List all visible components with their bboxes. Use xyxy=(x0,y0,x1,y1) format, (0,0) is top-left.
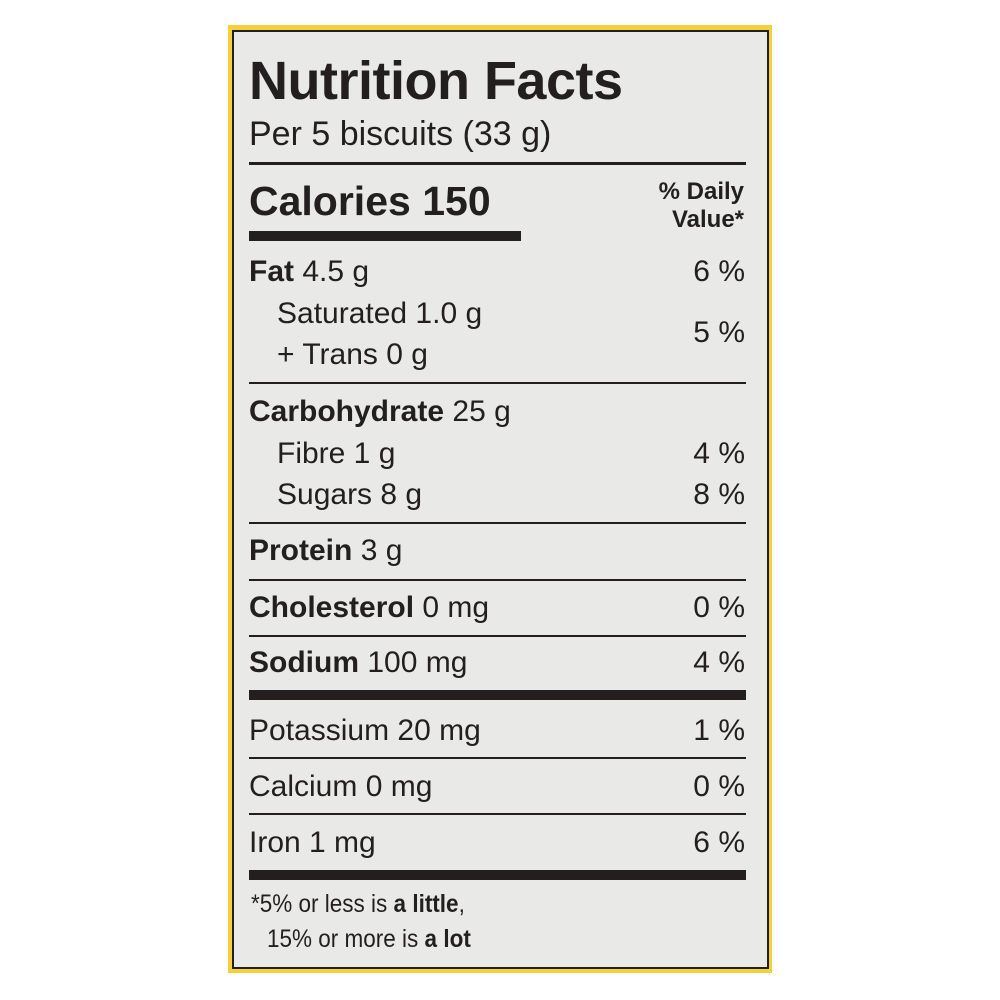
row-fat: Fat 4.5 g 6 % xyxy=(249,257,745,287)
row-fibre: Fibre 1 g 4 % xyxy=(277,439,745,469)
fat-dv: 6 % xyxy=(693,255,745,288)
saturated-label: Saturated 1.0 g xyxy=(277,297,483,330)
footnote-bold: a lot xyxy=(424,925,471,953)
row-protein: Protein 3 g xyxy=(249,536,745,566)
calories-value: 150 xyxy=(422,178,491,224)
divider xyxy=(249,579,746,581)
footnote-text: 15% or more is xyxy=(267,925,425,953)
potassium-dv: 1 % xyxy=(693,714,745,747)
calcium-dv: 0 % xyxy=(693,770,745,803)
fibre-label: Fibre 1 g xyxy=(277,437,396,470)
divider xyxy=(249,813,746,815)
row-carbohydrate: Carbohydrate 25 g xyxy=(249,397,745,427)
divider xyxy=(249,522,746,524)
row-sodium: Sodium 100 mg 4 % xyxy=(249,648,745,678)
footnote-bold: a little xyxy=(393,890,459,918)
row-potassium: Potassium 20 mg 1 % xyxy=(249,716,745,746)
nutrition-facts-panel xyxy=(232,30,769,969)
potassium-label: Potassium 20 mg xyxy=(249,714,481,747)
cholesterol-amount: 0 mg xyxy=(422,591,490,624)
row-sugars: Sugars 8 g 8 % xyxy=(277,480,745,510)
row-trans: + Trans 0 g xyxy=(277,340,745,370)
sodium-label: Sodium xyxy=(249,646,359,679)
label-title: Nutrition Facts xyxy=(249,51,623,111)
fat-amount: 4.5 g xyxy=(302,255,370,288)
thick-divider xyxy=(249,690,746,700)
carbohydrate-amount: 25 g xyxy=(452,395,511,428)
serving-size: Per 5 biscuits (33 g) xyxy=(249,115,552,153)
row-cholesterol: Cholesterol 0 mg 0 % xyxy=(249,593,745,623)
thick-divider xyxy=(249,870,746,880)
divider xyxy=(249,757,746,759)
sugars-label: Sugars 8 g xyxy=(277,478,423,511)
iron-dv: 6 % xyxy=(693,826,745,859)
calories-label: Calories xyxy=(249,178,411,224)
footnote-line1: *5% or less is a little, xyxy=(251,892,465,917)
trans-label: + Trans 0 g xyxy=(277,338,428,371)
cholesterol-dv: 0 % xyxy=(693,591,745,624)
divider xyxy=(249,635,746,637)
protein-amount: 3 g xyxy=(360,534,403,567)
footnote-text: *5% or less is xyxy=(251,890,394,918)
sat-trans-dv: 5 % xyxy=(693,316,745,349)
daily-value-header: % Daily Value* xyxy=(659,178,744,233)
fat-label: Fat xyxy=(249,255,294,288)
dv-header-line2: Value* xyxy=(671,205,744,233)
divider xyxy=(249,382,746,384)
footnote-line2: 15% or more is a lot xyxy=(267,927,471,952)
divider xyxy=(249,162,746,165)
calories-bar xyxy=(249,231,521,241)
row-iron: Iron 1 mg 6 % xyxy=(249,828,745,858)
fibre-dv: 4 % xyxy=(693,437,745,470)
sodium-amount: 100 mg xyxy=(367,646,468,679)
calories: Calories 150 xyxy=(249,181,491,222)
iron-label: Iron 1 mg xyxy=(249,826,376,859)
dv-header-line1: % Daily xyxy=(658,178,744,205)
row-saturated: Saturated 1.0 g xyxy=(277,299,745,329)
sugars-dv: 8 % xyxy=(693,478,745,511)
calcium-label: Calcium 0 mg xyxy=(249,770,433,803)
cholesterol-label: Cholesterol xyxy=(249,591,415,624)
footnote-text: , xyxy=(458,890,465,918)
sodium-dv: 4 % xyxy=(693,646,745,679)
carbohydrate-label: Carbohydrate xyxy=(249,395,445,428)
protein-label: Protein xyxy=(249,534,353,567)
row-calcium: Calcium 0 mg 0 % xyxy=(249,772,745,802)
